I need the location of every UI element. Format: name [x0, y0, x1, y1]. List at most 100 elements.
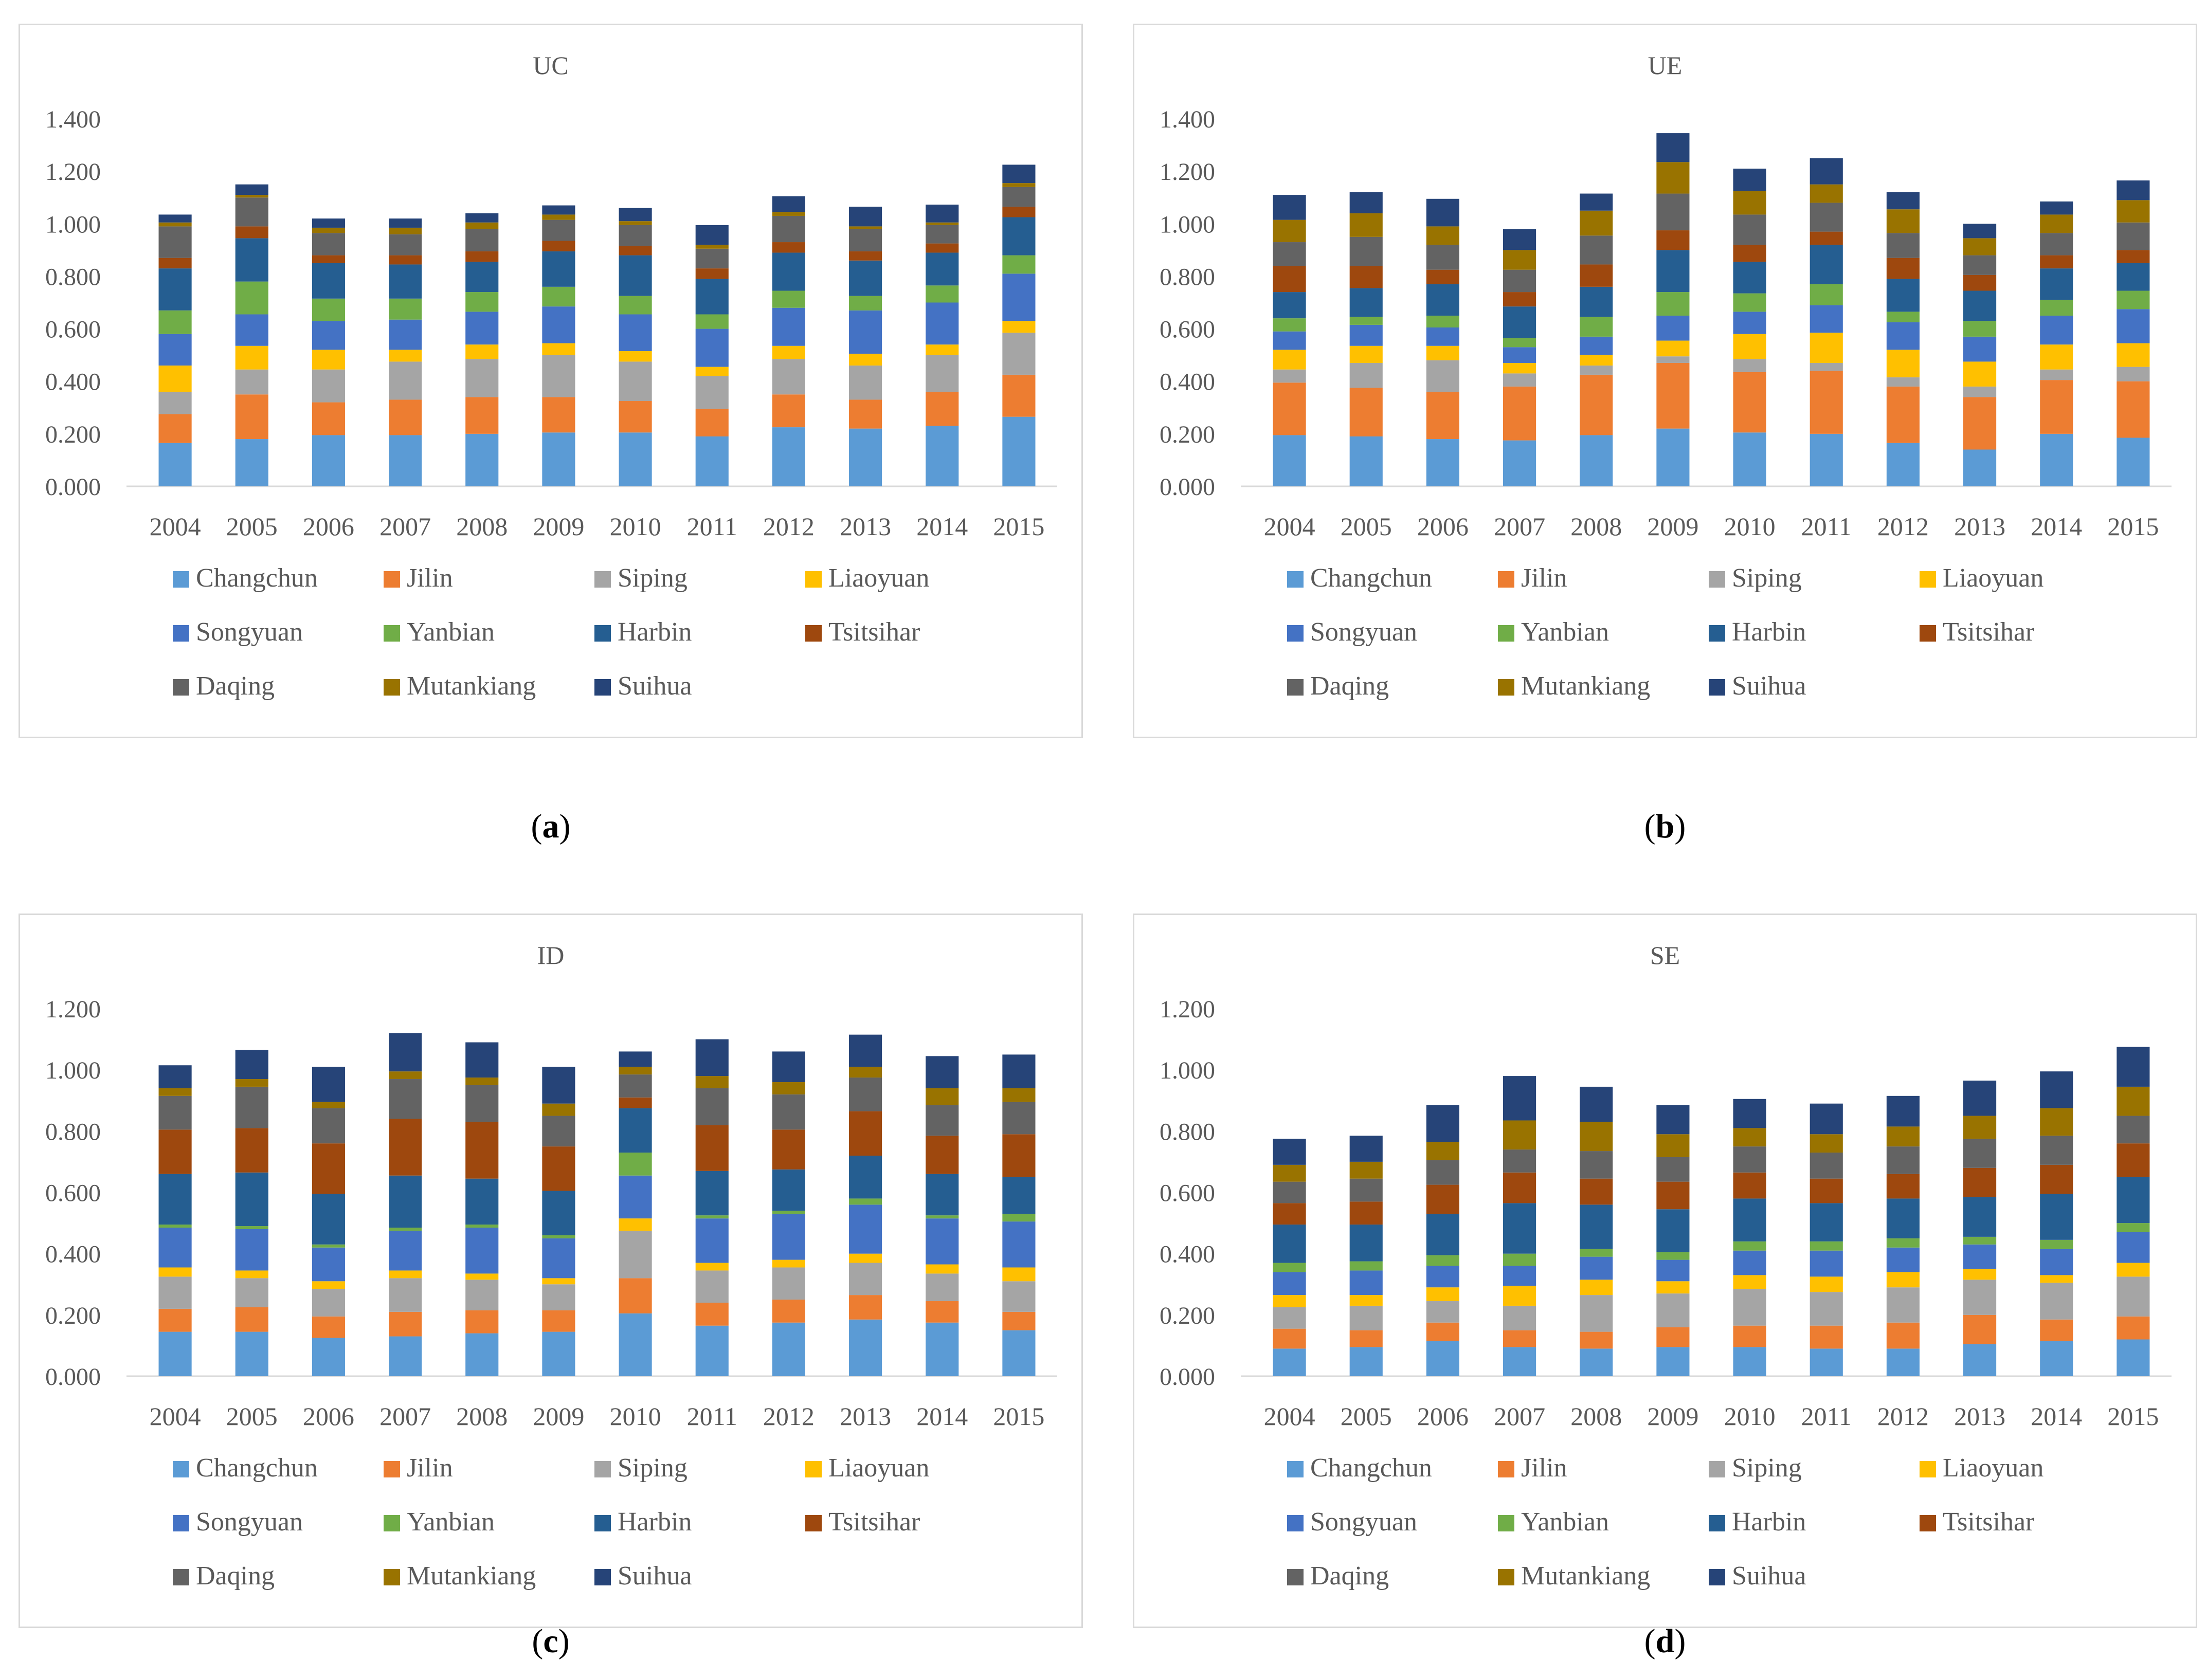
x-tick-label: 2006: [1417, 1402, 1469, 1431]
x-tick-label: 2013: [1954, 512, 2005, 541]
y-tick-label: 0.800: [1160, 1118, 1215, 1145]
bar-segment-jilin: [1426, 1322, 1459, 1341]
bar-segment-yanbian: [542, 286, 575, 307]
bar-segment-yanbian: [1886, 312, 1920, 322]
bar-segment-harbin: [312, 263, 345, 299]
bar-segment-liaoyuan: [1002, 321, 1036, 333]
legend-label-siping: Siping: [618, 1453, 688, 1483]
bar-segment-harbin: [465, 1178, 499, 1225]
legend-label-yanbian: Yanbian: [407, 1507, 495, 1537]
bar-segment-suihua: [1963, 1081, 1997, 1116]
bar-segment-liaoyuan: [2116, 343, 2150, 367]
bar-segment-changchun: [312, 435, 345, 486]
bar-segment-daqing: [1426, 1160, 1459, 1185]
bar-segment-jilin: [389, 399, 422, 435]
bar-segment-harbin: [2040, 1194, 2073, 1240]
chart-panel-se: SE 0.000 0.200 0.400 0.600 0.800 1.000 1.200 200…: [1133, 914, 2197, 1628]
bar-segment-liaoyuan: [695, 367, 729, 376]
bar-segment-daqing: [849, 229, 882, 251]
legend-label-liaoyuan: Liaoyuan: [1943, 1453, 2043, 1483]
bar-segment-songyuan: [926, 302, 959, 345]
bar-segment-changchun: [1963, 1344, 1997, 1376]
bar-segment-siping: [1503, 373, 1536, 387]
bar-segment-siping: [695, 1270, 729, 1303]
bar-segment-siping: [772, 359, 805, 395]
bar-segment-mutankiang: [2040, 1108, 2073, 1136]
bar-segment-daqing: [312, 233, 345, 255]
bar-segment-mutankiang: [1273, 220, 1306, 243]
bar-segment-yanbian: [1810, 284, 1843, 305]
legend-label-tsitsihar: Tsitsihar: [1943, 1507, 2034, 1537]
bar-segment-mutankiang: [619, 1067, 652, 1075]
bar-segment-tsitsihar: [1002, 207, 1036, 217]
bar-segment-jilin: [1656, 362, 1690, 429]
bar-segment-jilin: [1656, 1327, 1690, 1347]
bar-segment-songyuan: [619, 1175, 652, 1219]
bar-segment-harbin: [1963, 290, 1997, 321]
bar-segment-jilin: [1349, 388, 1383, 436]
bar-segment-siping: [158, 1276, 192, 1309]
bar-segment-liaoyuan: [619, 1218, 652, 1231]
legend-swatch-songyuan: [173, 625, 189, 642]
bar-segment-yanbian: [1503, 1253, 1536, 1266]
bar-segment-suihua: [2116, 180, 2150, 200]
bar-segment-siping: [1273, 369, 1306, 383]
legend-label-harbin: Harbin: [618, 1507, 692, 1537]
bar-segment-mutankiang: [1733, 1128, 1766, 1147]
bar-segment-mutankiang: [1580, 210, 1613, 236]
bar-segment-mutankiang: [1963, 238, 1997, 255]
bar-segment-liaoyuan: [1002, 1267, 1036, 1282]
legend-label-liaoyuan: Liaoyuan: [828, 1453, 929, 1483]
bar-segment-yanbian: [2040, 1239, 2073, 1249]
bar-segment-tsitsihar: [619, 246, 652, 255]
bar-segment-suihua: [312, 218, 345, 228]
bar-segment-siping: [389, 361, 422, 400]
y-tick-label: 0.400: [1160, 1241, 1215, 1268]
bar-segment-siping: [1349, 362, 1383, 388]
bar-segment-daqing: [2040, 233, 2073, 255]
bar-segment-daqing: [926, 225, 959, 244]
x-tick-label: 2011: [687, 512, 737, 541]
bar-segment-daqing: [1963, 255, 1997, 275]
bar-segment-harbin: [926, 1174, 959, 1216]
legend-label-daqing: Daqing: [196, 671, 275, 701]
bar-segment-yanbian: [1580, 317, 1613, 337]
bar-segment-mutankiang: [1963, 1116, 1997, 1139]
bar-segment-jilin: [849, 399, 882, 429]
bar-segment-changchun: [2040, 433, 2073, 486]
bar-segment-changchun: [849, 1319, 882, 1376]
bar-segment-songyuan: [2116, 309, 2150, 343]
bar-segment-suihua: [1503, 229, 1536, 250]
bar-segment-siping: [1656, 1293, 1690, 1327]
bar-segment-daqing: [1886, 233, 1920, 258]
bar-segment-liaoyuan: [542, 343, 575, 355]
bar-segment-harbin: [389, 1175, 422, 1228]
bar-segment-suihua: [389, 218, 422, 228]
legend-label-suihua: Suihua: [1732, 1561, 1806, 1591]
bar-segment-suihua: [1656, 1105, 1690, 1135]
bar-segment-liaoyuan: [158, 1267, 192, 1277]
bar-segment-siping: [235, 369, 268, 395]
x-tick-label: 2014: [916, 512, 968, 541]
bar-segment-siping: [849, 1263, 882, 1295]
bar-segment-songyuan: [1002, 273, 1036, 321]
bar-segment-yanbian: [312, 1244, 345, 1248]
x-tick-label: 2012: [763, 1402, 815, 1431]
bar-segment-tsitsihar: [1656, 230, 1690, 250]
bar-segment-daqing: [542, 1116, 575, 1147]
bar-segment-jilin: [619, 401, 652, 433]
bar-segment-yanbian: [926, 285, 959, 303]
x-tick-label: 2004: [1264, 1402, 1315, 1431]
bar-segment-tsitsihar: [1810, 1178, 1843, 1203]
bar-segment-changchun: [542, 1331, 575, 1376]
bar-segment-jilin: [235, 1307, 268, 1332]
bar-segment-suihua: [695, 225, 729, 245]
bar-segment-yanbian: [2116, 290, 2150, 309]
y-tick-label: 0.400: [45, 369, 101, 396]
bar-segment-harbin: [1349, 288, 1383, 317]
bar-segment-liaoyuan: [1886, 1272, 1920, 1288]
bar-segment-songyuan: [312, 1247, 345, 1282]
bar-segment-daqing: [465, 229, 499, 251]
bar-segment-liaoyuan: [926, 1264, 959, 1274]
bar-segment-yanbian: [926, 1215, 959, 1219]
